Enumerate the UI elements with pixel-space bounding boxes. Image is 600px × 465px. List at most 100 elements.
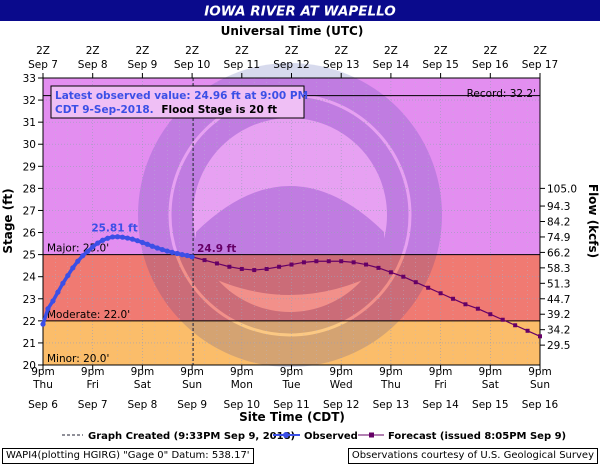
observed-point (169, 249, 175, 256)
observed-peak-label: 25.81 ft (91, 223, 137, 235)
x-bottom-dow-label: Sun (530, 379, 550, 391)
x-bottom-date-label: Sep 6 (28, 399, 58, 411)
observed-point (179, 252, 185, 258)
y-tick-label-left: 20 (23, 360, 36, 372)
x-bottom-time-label: 9pm (329, 366, 353, 378)
observed-point (149, 243, 155, 249)
x-top-date-label: Sep 14 (373, 59, 410, 71)
x-bottom-date-label: Sep 14 (422, 399, 459, 411)
forecast-point (488, 312, 493, 317)
observed-point (174, 250, 180, 257)
forecast-point (239, 266, 244, 271)
y-tick-label-right: 44.7 (547, 294, 570, 306)
x-bottom-time-label: 9pm (280, 366, 304, 378)
y-tick-label-right: 58.3 (547, 263, 570, 275)
y-tick-label-left: 27 (23, 205, 36, 217)
observed-point (90, 244, 96, 250)
forecast-point (326, 259, 331, 264)
x-bottom-date-label: Sep 13 (373, 399, 410, 411)
forecast-point (264, 266, 269, 271)
x-top-hour-label: 2Z (384, 45, 398, 57)
legend-created: Graph Created (9:33PM Sep 9, 2018) (88, 431, 295, 442)
forecast-point (525, 328, 530, 333)
observed-point (75, 258, 81, 264)
left-axis-title: Stage (ft) (1, 188, 15, 253)
forecast-point (426, 285, 431, 290)
x-top-date-label: Sep 15 (422, 59, 459, 71)
observed-point (154, 245, 160, 251)
observed-point (55, 289, 61, 295)
forecast-point (451, 296, 456, 301)
y-tick-label-left: 32 (23, 95, 36, 107)
x-bottom-time-label: 9pm (379, 366, 403, 378)
observed-point (80, 253, 86, 259)
forecast-start-label: 24.9 ft (197, 243, 236, 255)
forecast-point (475, 306, 480, 311)
forecast-point (277, 264, 282, 269)
observed-point (85, 248, 91, 254)
forecast-point (388, 270, 393, 275)
x-top-hour-label: 2Z (86, 45, 100, 57)
forecast-point (413, 280, 418, 285)
observed-point (144, 241, 150, 247)
x-top-hour-label: 2Z (334, 45, 348, 57)
y-tick-label-left: 30 (23, 139, 36, 151)
observed-point (184, 252, 190, 259)
flood-stage-text: Flood Stage is 20 ft (161, 104, 277, 116)
observed-point (159, 246, 165, 253)
forecast-point (339, 259, 344, 264)
y-tick-label-left: 33 (23, 73, 36, 85)
observed-point (100, 237, 106, 243)
y-tick-label-right: 105.0 (547, 183, 577, 195)
x-bottom-dow-label: Sat (482, 379, 499, 391)
x-top-date-label: Sep 9 (127, 59, 157, 71)
top-axis-title: Universal Time (UTC) (221, 24, 364, 38)
x-top-hour-label: 2Z (135, 45, 149, 57)
observed-point (189, 254, 195, 260)
observed-point (124, 235, 131, 241)
x-bottom-dow-label: Sat (134, 379, 151, 391)
y-tick-label-left: 28 (23, 183, 36, 195)
y-tick-label-right: 51.3 (547, 278, 570, 290)
latest-value-line2: CDT 9-Sep-2018. (55, 104, 154, 116)
y-tick-label-left: 25 (23, 250, 36, 262)
usgs-credit: Observations courtesy of U.S. Geological… (347, 448, 598, 464)
observed-point (129, 236, 136, 242)
forecast-point (227, 264, 232, 269)
legend-observed: Observed (304, 431, 358, 442)
x-top-date-label: Sep 7 (28, 59, 58, 71)
y-tick-label-left: 23 (23, 294, 36, 306)
observed-point (105, 235, 111, 241)
x-bottom-time-label: 9pm (230, 366, 254, 378)
title-bar (0, 0, 600, 21)
x-bottom-time-label: 9pm (131, 366, 155, 378)
forecast-point (214, 261, 219, 266)
observed-point (60, 280, 66, 286)
y-tick-label-right: 34.2 (547, 325, 570, 337)
x-top-hour-label: 2Z (36, 45, 50, 57)
x-bottom-dow-label: Thu (380, 379, 401, 391)
chart-title: IOWA RIVER AT WAPELLO (204, 4, 395, 20)
forecast-point (401, 274, 406, 279)
latest-value-box: Latest observed value: 24.96 ft at 9:00 … (50, 85, 308, 119)
x-top-date-label: Sep 12 (273, 59, 310, 71)
x-bottom-dow-label: Mon (231, 379, 253, 391)
x-bottom-time-label: 9pm (180, 366, 204, 378)
x-bottom-dow-label: Wed (330, 379, 353, 391)
observed-point (139, 239, 145, 246)
x-top-date-label: Sep 10 (174, 59, 211, 71)
x-top-hour-label: 2Z (285, 45, 299, 57)
forecast-point (289, 262, 294, 267)
y-tick-label-left: 31 (23, 117, 36, 129)
x-bottom-date-label: Sep 10 (224, 399, 261, 411)
y-tick-label-right: 66.2 (547, 247, 570, 259)
observed-point (119, 234, 126, 240)
x-bottom-date-label: Sep 16 (522, 399, 559, 411)
latest-value-line1: Latest observed value: 24.96 ft at 9:00 … (55, 90, 308, 102)
forecast-point (252, 268, 257, 273)
forecast-point (301, 260, 306, 265)
x-bottom-time-label: 9pm (528, 366, 552, 378)
forecast-point (538, 334, 542, 339)
